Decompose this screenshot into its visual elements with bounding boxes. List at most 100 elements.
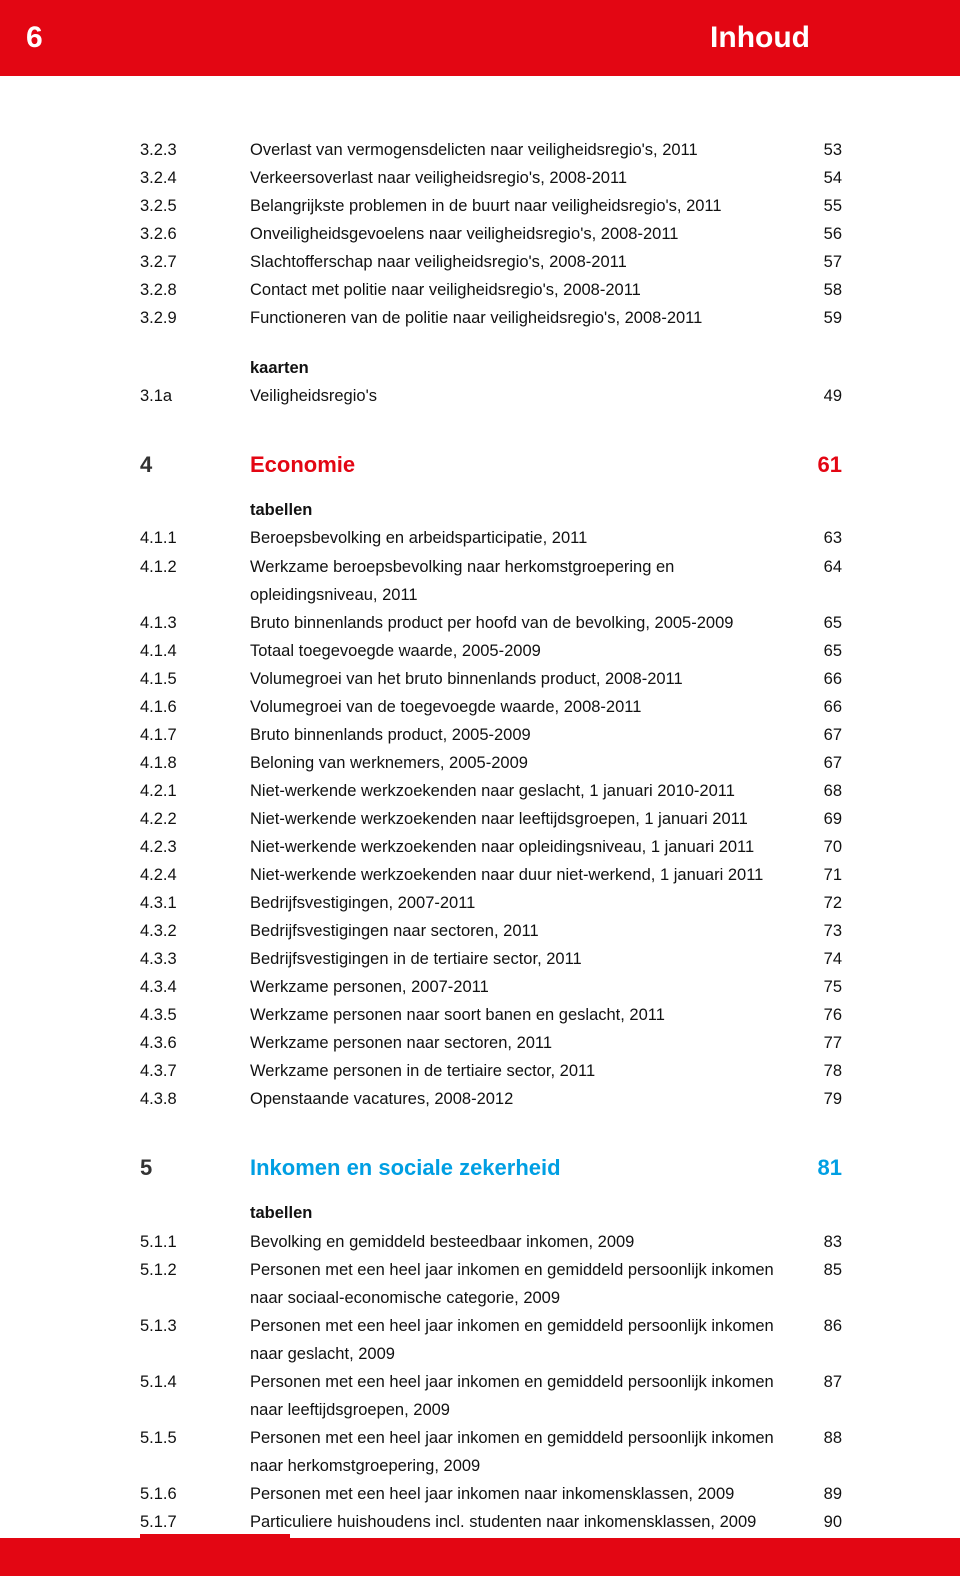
- entry-description: Overlast van vermogensdelicten naar veil…: [250, 136, 804, 164]
- entry-page: 87: [804, 1368, 842, 1424]
- toc-entry: 4.3.2Bedrijfsvestigingen naar sectoren, …: [140, 917, 842, 945]
- toc-entry: 3.2.4Verkeersoverlast naar veiligheidsre…: [140, 164, 842, 192]
- toc-entry: 5.1.4Personen met een heel jaar inkomen …: [140, 1368, 842, 1424]
- entry-page: 53: [804, 136, 842, 164]
- section-4-heading: 4 Economie 61: [140, 452, 842, 478]
- entry-number: 3.2.7: [140, 248, 250, 276]
- entry-page: 56: [804, 220, 842, 248]
- toc-entry: 3.2.9Functioneren van de politie naar ve…: [140, 304, 842, 332]
- entry-description: Niet-werkende werkzoekenden naar opleidi…: [250, 833, 804, 861]
- toc-content: 3.2.3Overlast van vermogensdelicten naar…: [0, 76, 960, 1576]
- entry-number: 4.1.6: [140, 693, 250, 721]
- entry-number: 4.3.2: [140, 917, 250, 945]
- entry-number: 4.2.4: [140, 861, 250, 889]
- entry-page: 73: [804, 917, 842, 945]
- entry-number: 3.1a: [140, 382, 250, 410]
- toc-entry: 4.1.3Bruto binnenlands product per hoofd…: [140, 609, 842, 637]
- section-5-tabellen: tabellen: [140, 1199, 842, 1227]
- toc-entry: 3.1aVeiligheidsregio's49: [140, 382, 842, 410]
- entry-number: 5.1.3: [140, 1312, 250, 1368]
- entry-page: 55: [804, 192, 842, 220]
- entry-description: Beroepsbevolking en arbeidsparticipatie,…: [250, 524, 804, 552]
- entry-description: Belangrijkste problemen in de buurt naar…: [250, 192, 804, 220]
- page-title: Inhoud: [710, 21, 810, 55]
- entry-description: Personen met een heel jaar inkomen naar …: [250, 1480, 804, 1508]
- entry-page: 68: [804, 777, 842, 805]
- section-5-heading: 5 Inkomen en sociale zekerheid 81: [140, 1155, 842, 1181]
- toc-entry: 4.3.7Werkzame personen in de tertiaire s…: [140, 1057, 842, 1085]
- entry-description: Bevolking en gemiddeld besteedbaar inkom…: [250, 1228, 804, 1256]
- entry-page: 75: [804, 973, 842, 1001]
- entry-page: 90: [804, 1508, 842, 1536]
- entry-description: Totaal toegevoegde waarde, 2005-2009: [250, 637, 804, 665]
- entry-description: Particuliere huishoudens incl. studenten…: [250, 1508, 804, 1536]
- toc-entry: 4.3.5Werkzame personen naar soort banen …: [140, 1001, 842, 1029]
- entry-number: 4.3.4: [140, 973, 250, 1001]
- entry-description: Bruto binnenlands product, 2005-2009: [250, 721, 804, 749]
- entry-number: 3.2.3: [140, 136, 250, 164]
- entry-page: 70: [804, 833, 842, 861]
- toc-entry: 5.1.7Particuliere huishoudens incl. stud…: [140, 1508, 842, 1536]
- entry-number: 3.2.6: [140, 220, 250, 248]
- entry-description: Onveiligheidsgevoelens naar veiligheidsr…: [250, 220, 804, 248]
- entry-page: 66: [804, 693, 842, 721]
- entry-description: Werkzame personen naar soort banen en ge…: [250, 1001, 804, 1029]
- entry-page: 63: [804, 524, 842, 552]
- entry-page: 77: [804, 1029, 842, 1057]
- entry-number: 3.2.9: [140, 304, 250, 332]
- entry-description: Personen met een heel jaar inkomen en ge…: [250, 1424, 804, 1480]
- entry-description: Werkzame personen, 2007-2011: [250, 973, 804, 1001]
- toc-entry: 3.2.5Belangrijkste problemen in de buurt…: [140, 192, 842, 220]
- entry-description: Veiligheidsregio's: [250, 382, 804, 410]
- toc-entry: 5.1.1Bevolking en gemiddeld besteedbaar …: [140, 1228, 842, 1256]
- entry-description: Bruto binnenlands product per hoofd van …: [250, 609, 804, 637]
- entry-description: Volumegroei van de toegevoegde waarde, 2…: [250, 693, 804, 721]
- entry-number: 5.1.6: [140, 1480, 250, 1508]
- header-bar: 6 Inhoud: [0, 0, 960, 76]
- entry-page: 49: [804, 382, 842, 410]
- entry-page: 59: [804, 304, 842, 332]
- entry-description: Werkzame personen in de tertiaire sector…: [250, 1057, 804, 1085]
- entry-number: 4.1.5: [140, 665, 250, 693]
- entry-description: Verkeersoverlast naar veiligheidsregio's…: [250, 164, 804, 192]
- toc-entry: 3.2.8Contact met politie naar veiligheid…: [140, 276, 842, 304]
- entry-number: 4.3.5: [140, 1001, 250, 1029]
- entry-number: 5.1.7: [140, 1508, 250, 1536]
- toc-entry: 3.2.6Onveiligheidsgevoelens naar veiligh…: [140, 220, 842, 248]
- toc-entry: 4.1.8Beloning van werknemers, 2005-20096…: [140, 749, 842, 777]
- toc-entry: 4.1.5Volumegroei van het bruto binnenlan…: [140, 665, 842, 693]
- entry-page: 79: [804, 1085, 842, 1113]
- toc-entry: 4.3.1Bedrijfsvestigingen, 2007-201172: [140, 889, 842, 917]
- entry-number: 4.1.1: [140, 524, 250, 552]
- toc-entry: 3.2.7Slachtofferschap naar veiligheidsre…: [140, 248, 842, 276]
- entry-page: 65: [804, 637, 842, 665]
- entry-number: 4.1.2: [140, 553, 250, 609]
- entry-page: 86: [804, 1312, 842, 1368]
- toc-entry: 3.2.3Overlast van vermogensdelicten naar…: [140, 136, 842, 164]
- entry-description: Openstaande vacatures, 2008-2012: [250, 1085, 804, 1113]
- entry-number: 3.2.4: [140, 164, 250, 192]
- entry-number: 5.1.2: [140, 1256, 250, 1312]
- section-4-tabellen: tabellen: [140, 496, 842, 524]
- entry-page: 66: [804, 665, 842, 693]
- entry-page: 65: [804, 609, 842, 637]
- entry-description: Werkzame beroepsbevolking naar herkomstg…: [250, 553, 804, 609]
- toc-entry: 4.3.4Werkzame personen, 2007-201175: [140, 973, 842, 1001]
- entry-page: 88: [804, 1424, 842, 1480]
- entry-number: 4.1.4: [140, 637, 250, 665]
- entry-page: 85: [804, 1256, 842, 1312]
- toc-entry: 4.1.4Totaal toegevoegde waarde, 2005-200…: [140, 637, 842, 665]
- footer-bar: [0, 1538, 960, 1576]
- entry-number: 4.3.6: [140, 1029, 250, 1057]
- toc-entry: 4.2.2Niet-werkende werkzoekenden naar le…: [140, 805, 842, 833]
- toc-entry: 4.3.6Werkzame personen naar sectoren, 20…: [140, 1029, 842, 1057]
- toc-entry: 4.1.6Volumegroei van de toegevoegde waar…: [140, 693, 842, 721]
- entry-page: 67: [804, 749, 842, 777]
- toc-entry: 4.1.7Bruto binnenlands product, 2005-200…: [140, 721, 842, 749]
- entry-description: Bedrijfsvestigingen, 2007-2011: [250, 889, 804, 917]
- toc-entry: 4.1.1Beroepsbevolking en arbeidsparticip…: [140, 524, 842, 552]
- kaarten-heading: kaarten: [140, 354, 842, 382]
- entry-description: Niet-werkende werkzoekenden naar duur ni…: [250, 861, 804, 889]
- entry-number: 5.1.4: [140, 1368, 250, 1424]
- entry-number: 4.3.1: [140, 889, 250, 917]
